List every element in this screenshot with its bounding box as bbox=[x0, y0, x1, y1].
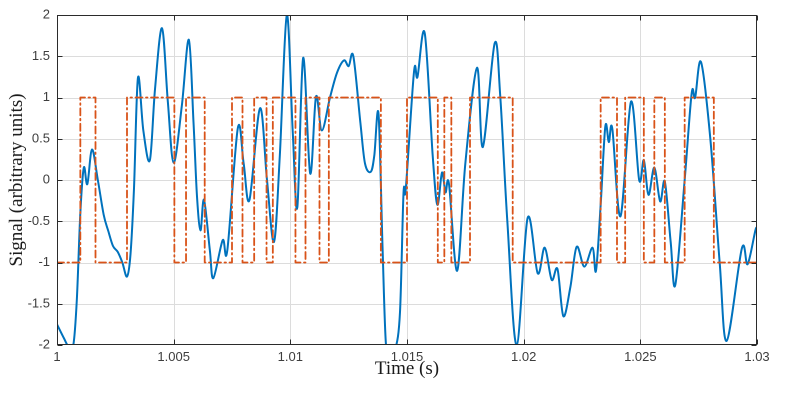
y-axis-label: Signal (arbitrary units) bbox=[6, 93, 27, 267]
x-axis-label: Time (s) bbox=[374, 358, 440, 379]
